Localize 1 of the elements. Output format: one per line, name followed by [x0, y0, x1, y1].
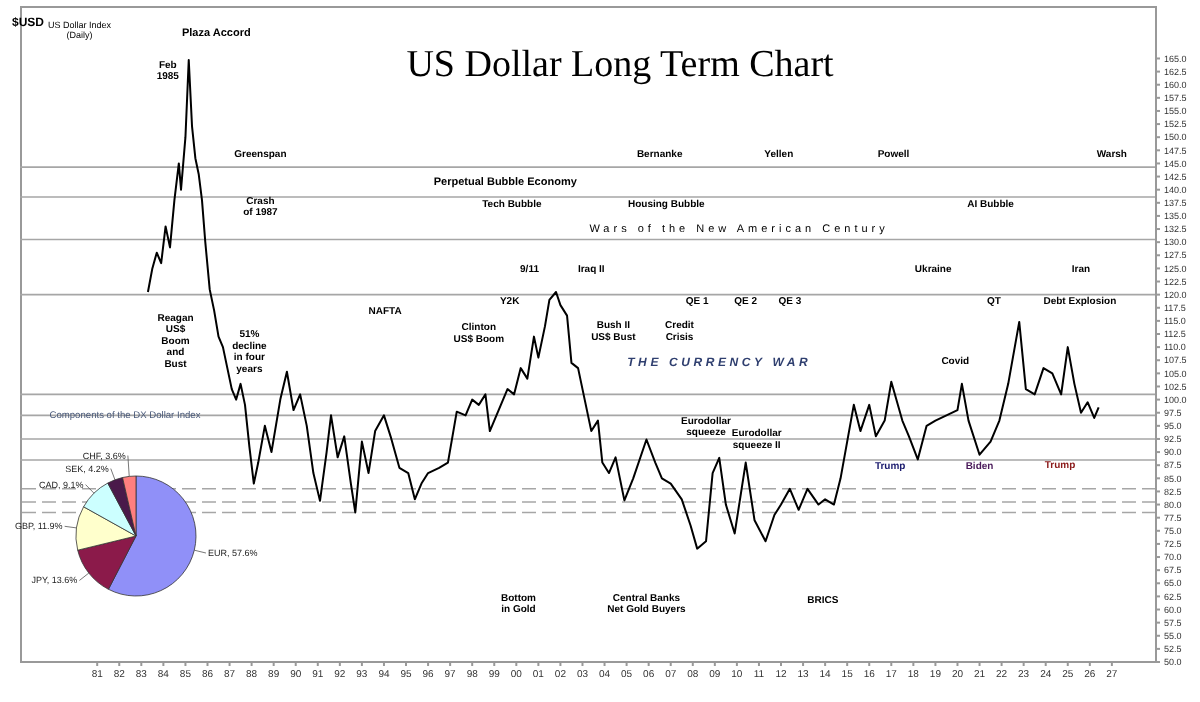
text: US Dollar Long Term Chart	[404, 44, 836, 88]
